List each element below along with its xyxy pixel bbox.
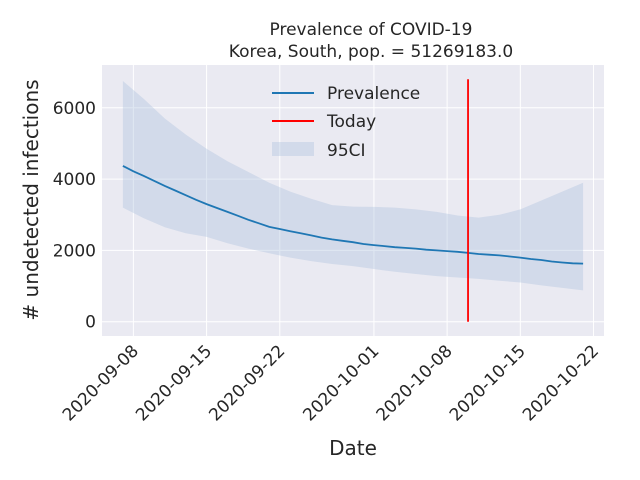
x-tick-label: 2020-10-15 [446, 341, 530, 425]
x-tick-label: 2020-10-22 [519, 341, 603, 425]
legend: Prevalence Today 95CI [272, 84, 420, 161]
series-layer [122, 79, 584, 322]
x-tick-label: 2020-09-22 [205, 341, 289, 425]
x-tick-label: 2020-09-08 [59, 341, 143, 425]
x-tick-label: 2020-10-01 [299, 341, 383, 425]
y-tick-label: 2000 [53, 241, 96, 261]
prevalence-line [122, 165, 584, 265]
legend-label-prevalence: Prevalence [327, 84, 420, 104]
legend-swatch-95ci [272, 142, 314, 156]
y-tick-label: 6000 [53, 99, 96, 119]
y-axis-label: # undetected infections [19, 79, 43, 320]
x-axis-label: Date [329, 436, 377, 460]
y-tick-label: 4000 [53, 170, 96, 190]
chart-title: Prevalence of COVID-19 [270, 20, 473, 40]
x-tick-label: 2020-10-08 [373, 341, 457, 425]
grid-lines [102, 65, 604, 336]
legend-label-95ci: 95CI [327, 141, 366, 161]
x-tick-label: 2020-09-15 [132, 341, 216, 425]
y-tick-labels: 0 2000 4000 6000 [53, 99, 96, 333]
y-tick-label: 0 [85, 313, 96, 333]
chart-subtitle: Korea, South, pop. = 51269183.0 [229, 42, 513, 62]
legend-label-today: Today [326, 112, 376, 132]
